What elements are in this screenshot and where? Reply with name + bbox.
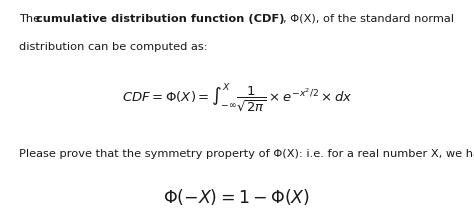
Text: $\mathit{CDF} = \Phi(X) = \int_{-\infty}^{X} \dfrac{1}{\sqrt{2\pi}} \times e^{-x: $\mathit{CDF} = \Phi(X) = \int_{-\infty}… <box>121 82 353 114</box>
Text: cumulative distribution function (CDF): cumulative distribution function (CDF) <box>36 14 285 24</box>
Text: The: The <box>19 14 44 24</box>
Text: , Φ(X), of the standard normal: , Φ(X), of the standard normal <box>283 14 455 24</box>
Text: $\Phi(-X) = 1 - \Phi(X)$: $\Phi(-X) = 1 - \Phi(X)$ <box>164 187 310 206</box>
Text: distribution can be computed as:: distribution can be computed as: <box>19 42 208 52</box>
Text: Please prove that the symmetry property of Φ(X): i.e. for a real number X, we ha: Please prove that the symmetry property … <box>19 149 474 159</box>
